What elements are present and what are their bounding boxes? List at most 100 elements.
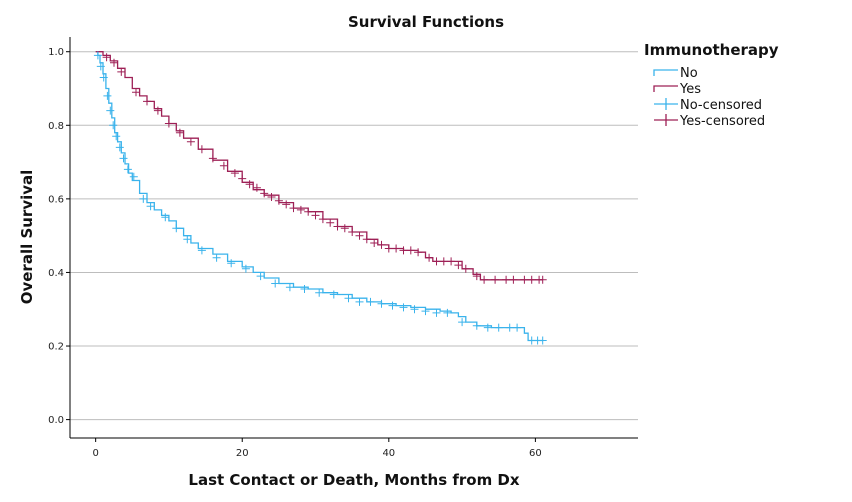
censor-mark-yes: [304, 207, 313, 216]
censor-mark-no: [494, 323, 503, 332]
censor-layer: [93, 51, 547, 345]
censor-mark-no: [538, 336, 547, 345]
censor-mark-yes: [480, 275, 489, 284]
y-tick-label: 0.8: [48, 121, 64, 132]
censor-mark-no: [96, 62, 105, 71]
censor-mark-no: [505, 323, 514, 332]
x-axis-label: Last Contact or Death, Months from Dx: [188, 471, 519, 489]
censor-mark-yes: [186, 137, 195, 146]
legend-yes-line-icon: [653, 85, 678, 92]
x-tick-label: 40: [382, 448, 395, 459]
censor-mark-yes: [274, 196, 283, 205]
legend-yes-censored-icon: [654, 114, 678, 126]
censor-mark-no: [315, 288, 324, 297]
censor-mark-no: [183, 235, 192, 244]
censor-mark-yes: [153, 106, 162, 115]
censor-mark-no: [483, 323, 492, 332]
y-tick-label: 0.6: [48, 194, 64, 205]
legend-no-censored-icon: [654, 98, 678, 110]
censor-mark-no: [172, 224, 181, 233]
censor-mark-no: [410, 305, 419, 314]
y-tick-label: 0.4: [48, 268, 64, 279]
censor-mark-yes: [132, 88, 140, 97]
censor-mark-yes: [289, 204, 298, 213]
censor-mark-yes: [472, 272, 481, 281]
censor-mark-yes: [326, 218, 335, 227]
censor-mark-no: [112, 132, 121, 141]
series-line-yes: [95, 51, 543, 281]
censor-mark-yes: [102, 53, 111, 62]
censor-mark-yes: [333, 222, 342, 231]
censor-mark-yes: [509, 275, 518, 284]
censor-mark-yes: [520, 275, 529, 284]
censor-mark-no: [472, 321, 481, 330]
censor-mark-yes: [230, 169, 239, 178]
censor-mark-no: [256, 272, 265, 281]
censor-mark-no: [109, 121, 118, 130]
censor-mark-no: [300, 285, 309, 293]
censor-mark-yes: [355, 231, 364, 240]
censor-mark-no: [119, 154, 128, 163]
censor-mark-yes: [454, 261, 463, 270]
censor-mark-no: [123, 165, 132, 174]
censor-mark-yes: [384, 244, 393, 253]
y-tick-label: 0.2: [48, 342, 64, 353]
censor-mark-yes: [175, 128, 184, 137]
censor-mark-yes: [164, 119, 173, 128]
censor-mark-no: [106, 106, 115, 115]
censor-mark-no: [421, 307, 430, 316]
censor-mark-no: [432, 308, 441, 317]
x-tick-label: 20: [236, 448, 249, 459]
censor-mark-yes: [252, 183, 261, 192]
censor-mark-no: [139, 194, 148, 203]
legend-yes-censored-label: Yes-censored: [679, 114, 765, 129]
censor-mark-yes: [282, 200, 291, 209]
censor-mark-yes: [110, 58, 118, 67]
legend-title: Immunotherapy: [644, 41, 779, 59]
grid-lines: [70, 51, 638, 421]
censor-mark-yes: [414, 248, 423, 257]
censor-mark-no: [399, 303, 408, 312]
censor-mark-no: [115, 143, 124, 152]
censor-mark-yes: [370, 239, 379, 247]
censor-mark-no: [103, 91, 112, 100]
censor-mark-no: [241, 264, 250, 273]
censor-mark-yes: [245, 180, 254, 189]
y-tick-label: 0.0: [48, 415, 64, 426]
chart-title: Survival Functions: [348, 13, 504, 31]
censor-mark-yes: [197, 145, 206, 154]
y-tick-label: 1.0: [48, 47, 64, 58]
y-axis-label: Overall Survival: [18, 170, 36, 305]
censor-mark-no: [513, 323, 522, 332]
x-tick-label: 60: [529, 448, 542, 459]
censor-mark-yes: [340, 224, 349, 233]
censor-mark-yes: [432, 257, 441, 266]
censor-mark-no: [285, 283, 294, 292]
censor-mark-no: [197, 246, 206, 255]
censor-mark-yes: [348, 228, 357, 236]
censor-mark-yes: [399, 246, 408, 255]
censor-mark-yes: [208, 154, 217, 163]
censor-mark-no: [99, 73, 108, 82]
y-axis-ticks: 0.0 0.2 0.4 0.6 0.8 1.0: [48, 47, 70, 426]
censor-mark-yes: [296, 205, 305, 214]
censor-mark-yes: [219, 161, 228, 170]
censor-mark-yes: [311, 211, 320, 220]
series-line-no: [95, 51, 543, 342]
censor-mark-yes: [238, 174, 247, 183]
censor-mark-yes: [406, 246, 415, 255]
legend-no-line-icon: [653, 69, 678, 76]
censor-mark-no: [227, 259, 236, 268]
censor-mark-no: [355, 297, 364, 306]
censor-mark-no: [329, 290, 338, 299]
legend: Immunotherapy No Yes No-censored Yes-cen…: [644, 41, 779, 129]
censor-mark-no: [93, 51, 102, 60]
censor-mark-yes: [425, 253, 434, 262]
censor-mark-no: [146, 202, 155, 211]
censor-mark-no: [366, 297, 375, 306]
censor-mark-yes: [491, 275, 500, 284]
censor-mark-yes: [260, 189, 269, 198]
censor-mark-yes: [447, 257, 456, 266]
censor-mark-yes: [527, 275, 536, 284]
censor-mark-yes: [143, 97, 151, 106]
